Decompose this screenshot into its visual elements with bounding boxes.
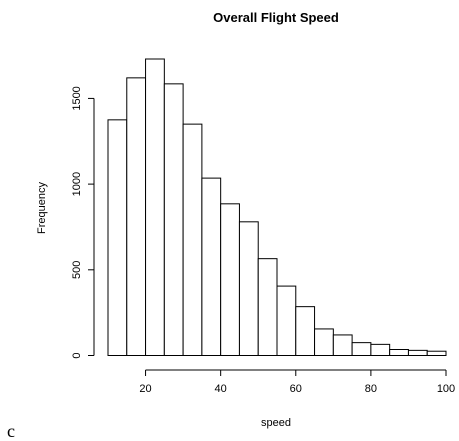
histogram-bar [201,177,222,356]
y-tick-label: 1500 [71,86,83,110]
bars-group [107,58,447,357]
histogram-bar [370,343,391,357]
y-tick-label: 0 [71,352,83,358]
y-axis-label: Frequency [36,182,48,234]
x-tick-label: 40 [215,383,227,395]
histogram-bar [426,350,447,357]
histogram-bar [145,58,165,356]
histogram-bar [238,221,259,356]
x-tick-label: 60 [290,383,302,395]
histogram-bar [351,342,372,357]
y-axis: 0 500 1000 1500 [71,86,95,359]
x-tick-label: 20 [139,383,151,395]
x-axis-label: speed [261,417,291,429]
y-tick-label: 1000 [71,172,83,196]
histogram-bar [389,349,409,356]
x-axis: 20 40 60 80 100 [139,369,455,395]
y-tick-label: 500 [71,261,83,279]
histogram-bar [257,258,278,357]
histogram-bar [107,119,128,356]
histogram-bar [182,123,203,356]
x-tick-label: 100 [437,383,455,395]
histogram-bar [276,285,297,357]
histogram-bar [407,349,428,356]
histogram-bar [163,83,184,356]
histogram-bar [314,328,334,356]
histogram-bar [220,203,240,356]
histogram-bar [295,306,316,357]
chart-title: Overall Flight Speed [213,10,339,25]
histogram-bar [332,334,353,357]
histogram-bar [126,77,147,356]
x-tick-label: 80 [365,383,377,395]
panel-letter: c [7,421,15,441]
